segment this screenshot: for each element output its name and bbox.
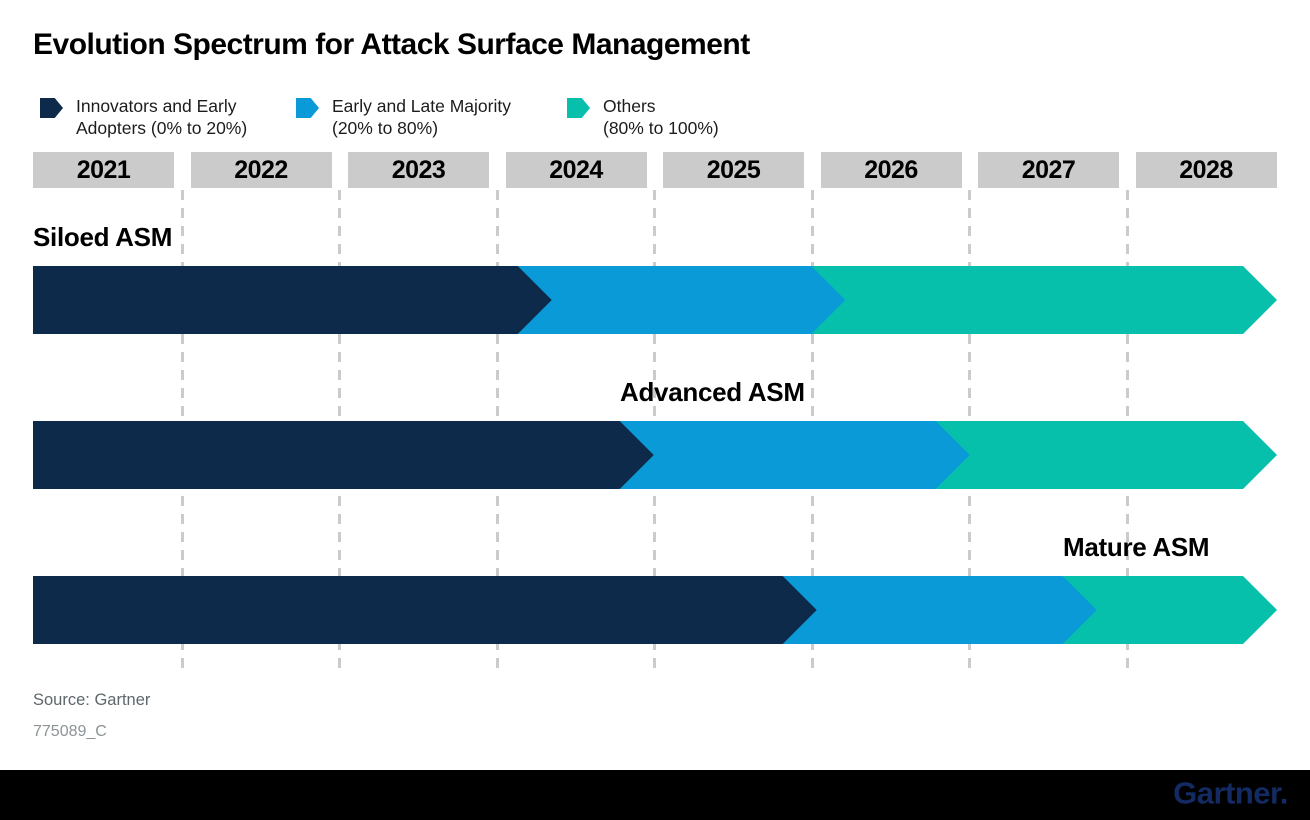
legend-label-line2: (80% to 100%) (603, 117, 719, 138)
legend-item-others: Others (80% to 100%) (567, 96, 719, 139)
legend-label-line2: (20% to 80%) (332, 117, 439, 138)
year-label-2021: 2021 (33, 152, 174, 188)
year-label-2028: 2028 (1135, 152, 1277, 188)
row-label-mature-asm: Mature ASM (1063, 532, 1210, 562)
bar-segment-innovators (33, 576, 817, 644)
bar-segment-innovators (33, 266, 552, 334)
arrow-pentagon-icon (296, 98, 319, 118)
legend-label: Innovators and Early Adopters (0% to 20%) (76, 96, 247, 139)
year-label-2026: 2026 (820, 152, 962, 188)
legend-label: Early and Late Majority (20% to 80%) (332, 96, 511, 139)
legend-label-line2: Adopters (0% to 20%) (76, 117, 248, 138)
legend: Innovators and Early Adopters (0% to 20%)… (0, 96, 1310, 146)
year-label-2022: 2022 (190, 152, 332, 188)
plot-area: 2021 2022 2023 2024 2025 2026 2027 2028 Siloed A… (33, 0, 1277, 770)
legend-label: Others (80% to 100%) (603, 96, 719, 139)
row-label-advanced-asm: Advanced ASM (620, 377, 805, 407)
bar-segment-majority (783, 576, 1097, 644)
legend-label-line1: Others (603, 96, 656, 116)
arrow-pentagon-icon (567, 98, 590, 118)
row-label-siloed-asm: Siloed ASM (33, 222, 173, 252)
gartner-logo: Gartner. (1173, 775, 1288, 811)
arrow-pentagon-icon (40, 98, 63, 118)
bar-segment-others (936, 421, 1277, 489)
legend-item-majority: Early and Late Majority (20% to 80%) (296, 96, 511, 139)
legend-label-line1: Early and Late Majority (332, 96, 511, 116)
year-label-2027: 2027 (978, 152, 1119, 188)
bar-segment-innovators (33, 421, 654, 489)
year-label-2023: 2023 (348, 152, 489, 188)
chart-title: Evolution Spectrum for Attack Surface Ma… (33, 28, 750, 61)
bar-segment-others (811, 266, 1277, 334)
legend-label-line1: Innovators and Early (76, 96, 237, 116)
footer-bar: Gartner. (0, 770, 1310, 820)
bar-segment-others (1063, 576, 1277, 644)
legend-item-innovators: Innovators and Early Adopters (0% to 20%) (40, 96, 247, 139)
year-label-2024: 2024 (505, 152, 647, 188)
figure-id: 775089_C (33, 723, 107, 740)
bar-segment-majority (518, 266, 846, 334)
bar-segment-majority (620, 421, 970, 489)
year-label-2025: 2025 (663, 152, 804, 188)
source-note: Source: Gartner (33, 691, 151, 709)
